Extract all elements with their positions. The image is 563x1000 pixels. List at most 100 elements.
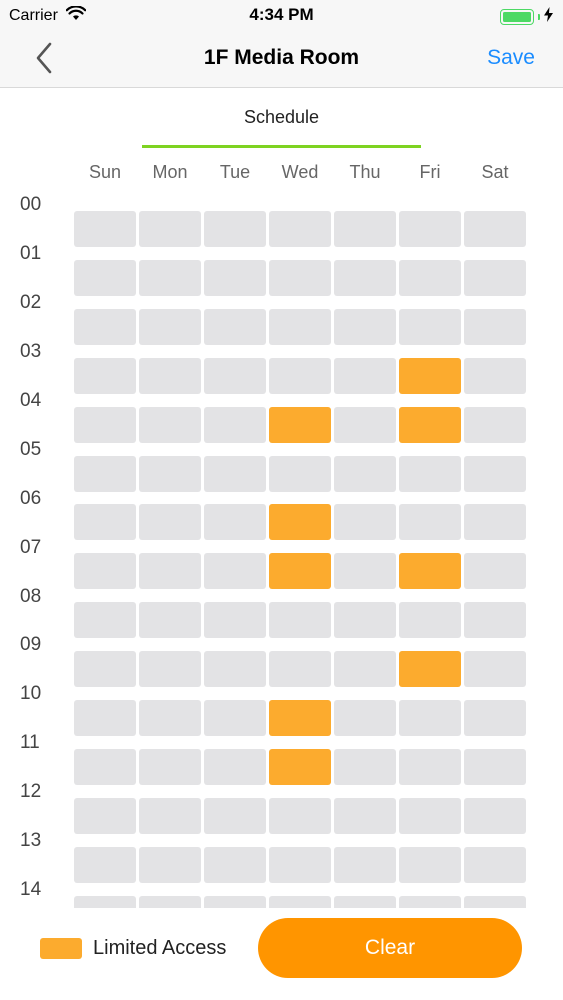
schedule-cell[interactable] [269,358,331,394]
schedule-cell[interactable] [399,700,461,736]
schedule-cell[interactable] [334,700,396,736]
schedule-cell[interactable] [334,211,396,247]
schedule-cell[interactable] [139,260,201,296]
schedule-cell[interactable] [139,358,201,394]
schedule-cell[interactable] [74,504,136,540]
schedule-cell[interactable] [334,504,396,540]
schedule-cell[interactable] [464,553,526,589]
schedule-cell-limited[interactable] [269,700,331,736]
schedule-cell[interactable] [74,456,136,492]
schedule-cell-limited[interactable] [269,749,331,785]
schedule-cell[interactable] [204,749,266,785]
schedule-cell[interactable] [139,798,201,834]
schedule-cell[interactable] [399,896,461,908]
schedule-cell[interactable] [74,211,136,247]
schedule-cell[interactable] [204,260,266,296]
schedule-cell[interactable] [204,456,266,492]
schedule-cell[interactable] [464,504,526,540]
schedule-cell[interactable] [464,798,526,834]
schedule-cell[interactable] [74,651,136,687]
schedule-cell[interactable] [204,602,266,638]
schedule-cell[interactable] [74,602,136,638]
schedule-cell[interactable] [399,749,461,785]
schedule-cell[interactable] [334,309,396,345]
schedule-cell[interactable] [269,847,331,883]
schedule-cell[interactable] [139,456,201,492]
schedule-cell[interactable] [139,553,201,589]
schedule-cell[interactable] [269,211,331,247]
clear-button[interactable]: Clear [258,918,522,978]
schedule-cell[interactable] [464,847,526,883]
schedule-cell[interactable] [204,358,266,394]
save-button[interactable]: Save [487,46,535,69]
schedule-cell[interactable] [204,504,266,540]
schedule-cell[interactable] [204,211,266,247]
schedule-cell[interactable] [269,896,331,908]
schedule-cell[interactable] [464,896,526,908]
schedule-cell[interactable] [334,798,396,834]
schedule-cell[interactable] [204,896,266,908]
schedule-cell-limited[interactable] [269,504,331,540]
schedule-cell[interactable] [74,407,136,443]
schedule-cell[interactable] [204,651,266,687]
schedule-cell-limited[interactable] [399,651,461,687]
schedule-cell[interactable] [464,456,526,492]
schedule-cell[interactable] [139,309,201,345]
schedule-cell[interactable] [399,504,461,540]
schedule-cell[interactable] [139,651,201,687]
schedule-cell[interactable] [334,749,396,785]
schedule-cell[interactable] [139,407,201,443]
schedule-cell[interactable] [399,798,461,834]
schedule-cell[interactable] [399,309,461,345]
schedule-cell[interactable] [334,456,396,492]
schedule-cell[interactable] [139,504,201,540]
schedule-cell[interactable] [334,651,396,687]
schedule-cell[interactable] [399,847,461,883]
schedule-cell[interactable] [74,749,136,785]
schedule-cell[interactable] [204,700,266,736]
schedule-cell[interactable] [464,407,526,443]
schedule-cell[interactable] [464,358,526,394]
schedule-cell[interactable] [204,309,266,345]
schedule-cell[interactable] [204,407,266,443]
schedule-cell[interactable] [464,260,526,296]
schedule-cell[interactable] [269,309,331,345]
schedule-cell-limited[interactable] [399,358,461,394]
schedule-cell[interactable] [334,358,396,394]
schedule-cell[interactable] [334,602,396,638]
schedule-cell[interactable] [204,553,266,589]
schedule-cell[interactable] [269,651,331,687]
schedule-cell[interactable] [74,700,136,736]
schedule-cell[interactable] [204,798,266,834]
schedule-cell[interactable] [334,260,396,296]
schedule-cell[interactable] [74,798,136,834]
schedule-cell[interactable] [464,749,526,785]
back-button[interactable] [30,38,66,78]
schedule-cell[interactable] [139,700,201,736]
schedule-cell[interactable] [204,847,266,883]
schedule-cell[interactable] [464,700,526,736]
schedule-cell[interactable] [74,358,136,394]
schedule-cell[interactable] [74,309,136,345]
schedule-cell[interactable] [334,896,396,908]
schedule-cell[interactable] [399,211,461,247]
schedule-cell[interactable] [269,456,331,492]
schedule-cell[interactable] [464,602,526,638]
schedule-cell[interactable] [334,553,396,589]
schedule-cell[interactable] [334,847,396,883]
schedule-cell-limited[interactable] [269,407,331,443]
schedule-cell[interactable] [464,651,526,687]
schedule-cell[interactable] [139,211,201,247]
schedule-cell[interactable] [74,553,136,589]
schedule-cell-limited[interactable] [399,407,461,443]
schedule-cell[interactable] [74,896,136,908]
schedule-cell[interactable] [139,847,201,883]
schedule-cell[interactable] [139,602,201,638]
schedule-cell[interactable] [139,749,201,785]
schedule-cell[interactable] [399,456,461,492]
schedule-cell[interactable] [334,407,396,443]
schedule-cell-limited[interactable] [269,553,331,589]
schedule-cell[interactable] [269,260,331,296]
schedule-cell[interactable] [269,798,331,834]
schedule-cell[interactable] [74,260,136,296]
